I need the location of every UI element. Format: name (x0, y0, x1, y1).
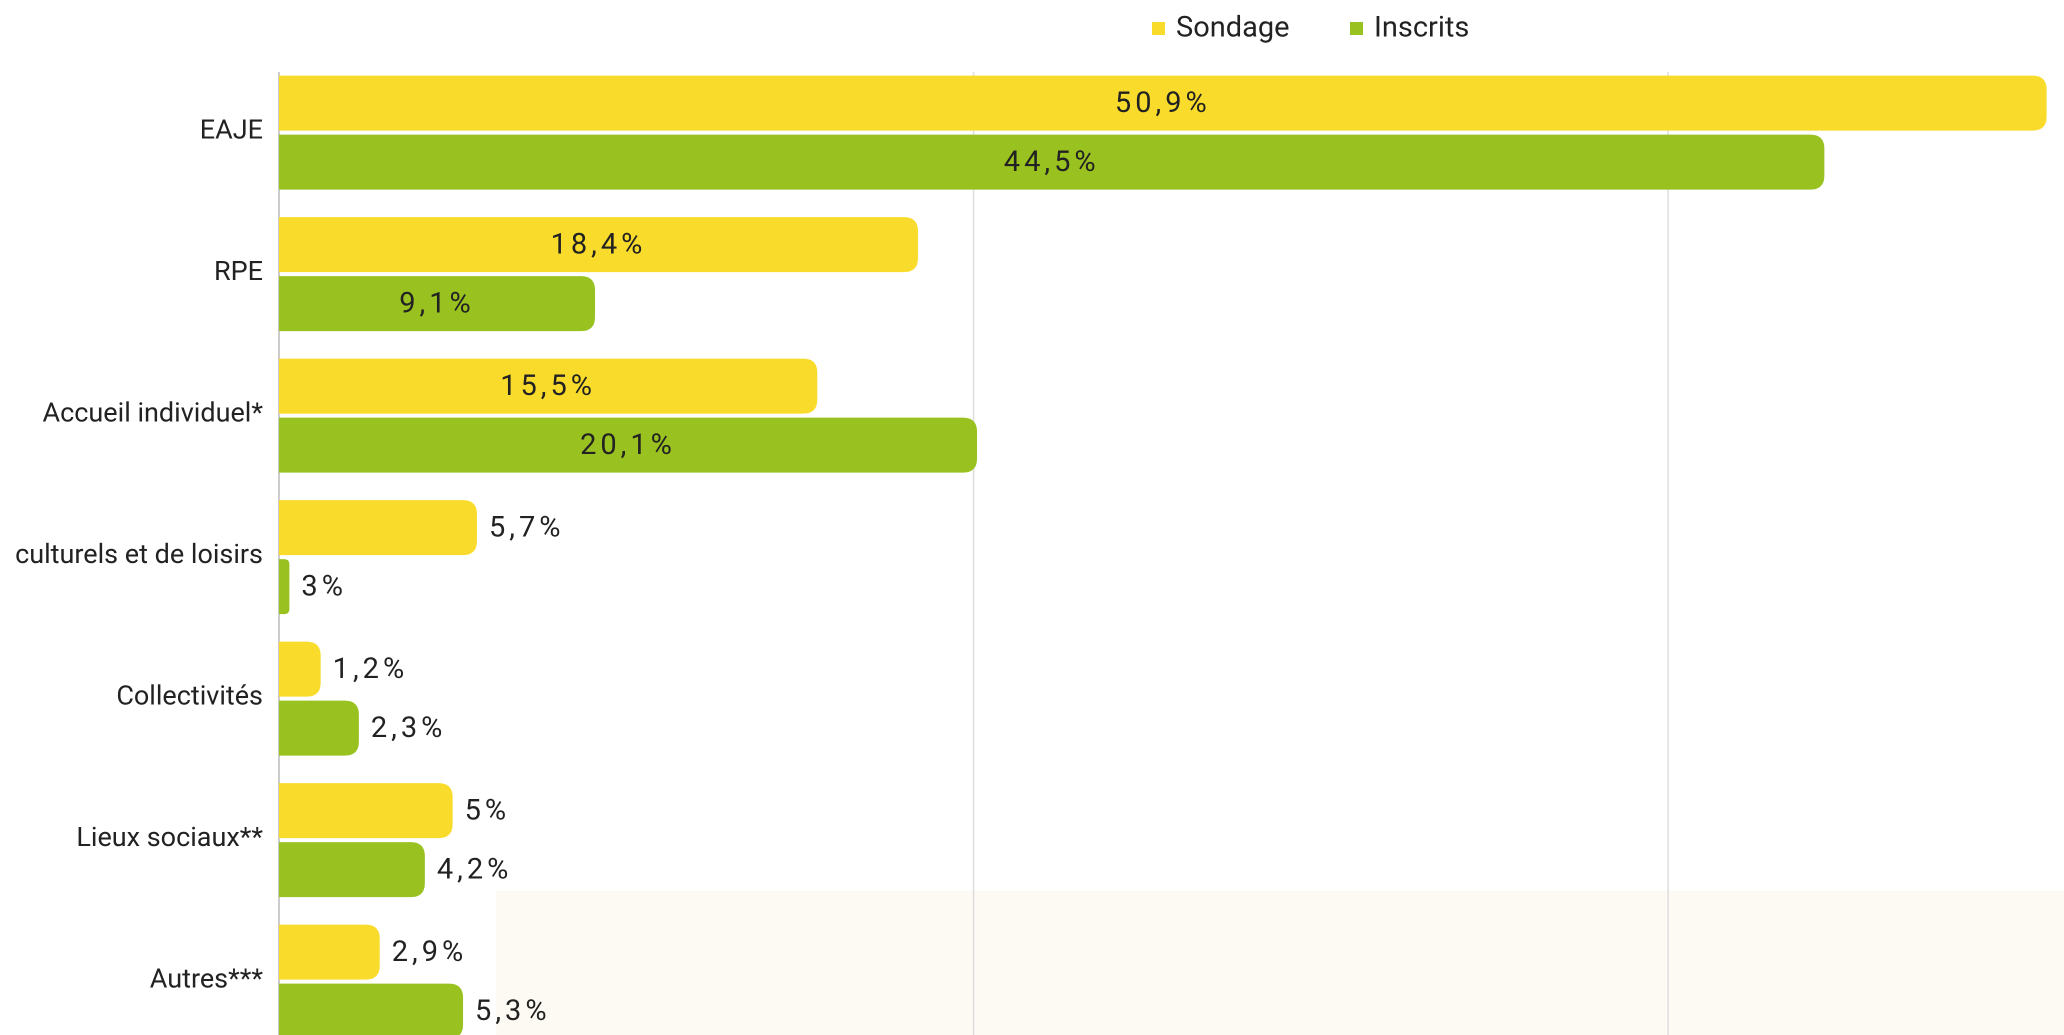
data-label: 9,1% (399, 286, 475, 320)
data-label: 5,3% (475, 994, 551, 1028)
data-label: 20,1% (580, 428, 676, 462)
legend-swatch (1152, 22, 1165, 35)
data-label: 2,9% (392, 935, 468, 969)
background-panel (496, 891, 2064, 1035)
data-label: 3% (301, 569, 347, 603)
data-label: 50,9% (1115, 86, 1211, 120)
data-label: 1,2% (333, 652, 409, 686)
y-tick-label: culturels et de loisirs (15, 538, 263, 570)
y-tick-label: EAJE (200, 114, 263, 146)
bar (279, 983, 464, 1035)
legend-label: Inscrits (1374, 11, 1469, 45)
bar (279, 924, 380, 980)
bar (279, 500, 477, 556)
data-label: 44,5% (1004, 145, 1100, 179)
data-label: 15,5% (500, 369, 596, 403)
bar (279, 417, 978, 473)
bar (279, 842, 425, 898)
bar (279, 783, 453, 839)
bar (279, 641, 321, 697)
bar (279, 75, 2047, 131)
legend-label: Sondage (1176, 11, 1290, 45)
y-tick-label: Lieux sociaux** (76, 821, 263, 853)
bar (279, 276, 596, 332)
y-tick-label: Collectivités (116, 680, 263, 712)
data-label: 5,7% (489, 510, 565, 544)
data-label: 4,2% (437, 852, 513, 886)
bar (279, 134, 1825, 190)
bar (279, 217, 918, 273)
data-label: 5% (465, 793, 511, 827)
data-label: 2,3% (371, 711, 447, 745)
bar (279, 559, 290, 615)
y-tick-label: RPE (214, 255, 263, 287)
legend-swatch (1350, 22, 1363, 35)
y-tick-label: Autres*** (150, 963, 264, 995)
bar (279, 700, 359, 756)
y-tick-label: Accueil individuel* (43, 397, 264, 429)
data-label: 18,4% (551, 227, 647, 261)
bar (279, 358, 818, 414)
